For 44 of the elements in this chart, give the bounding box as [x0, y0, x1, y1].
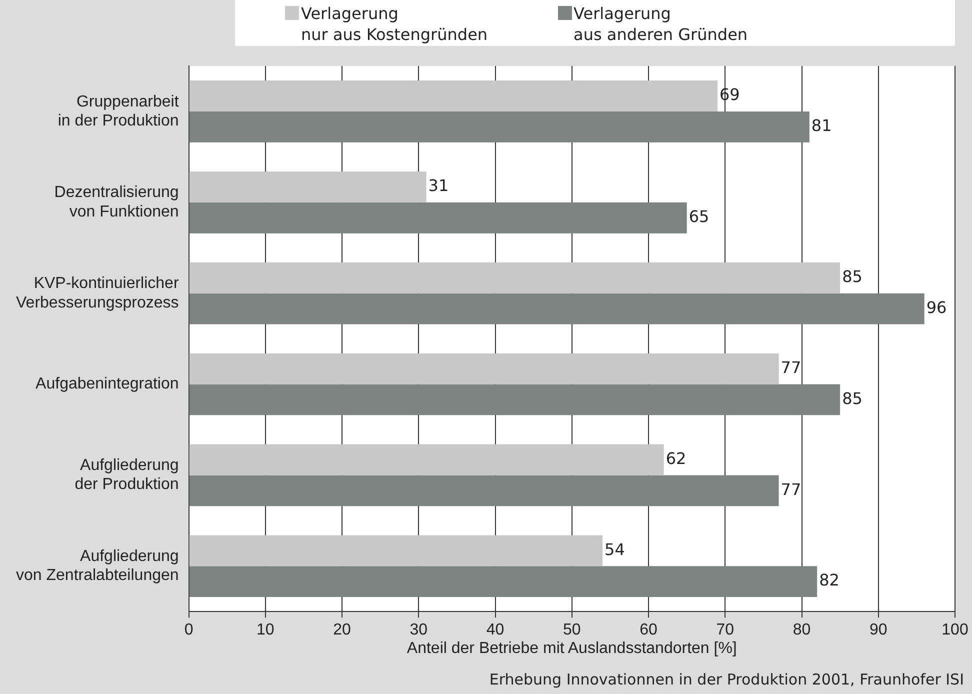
bar [189, 444, 664, 476]
x-tick-label: 30 [410, 622, 428, 639]
y-tick-label: KVP-kontinuierlicher Verbesserungsprozess [16, 275, 180, 312]
bar [189, 353, 779, 384]
legend-label: Verlagerung aus anderen Gründen [574, 3, 748, 45]
data-label: 54 [604, 540, 625, 559]
bar [189, 293, 924, 324]
y-tick-label: Aufgliederung der Produktion [74, 457, 179, 494]
bar [189, 566, 818, 598]
data-label: 85 [842, 267, 862, 286]
x-tick-label: 100 [942, 622, 968, 639]
data-label: 31 [428, 176, 449, 196]
bar [189, 262, 840, 294]
bar [189, 384, 840, 416]
data-label: 62 [666, 448, 686, 468]
data-label: 96 [926, 298, 947, 317]
x-tick-label: 70 [716, 622, 734, 639]
bar [189, 111, 810, 142]
data-label: 77 [780, 480, 802, 499]
x-tick-label: 40 [486, 622, 504, 639]
bar [189, 80, 718, 112]
y-tick-label: Dezentralisierung von Funktionen [54, 184, 179, 220]
bar [189, 171, 426, 202]
data-label: 65 [688, 207, 710, 226]
bar [189, 535, 603, 566]
bar [189, 202, 687, 234]
data-label: 82 [819, 570, 840, 590]
bar [189, 475, 779, 506]
text: Erhebung Innovationnen in der Produktion 2001, Fraunhofer ISI [489, 670, 964, 688]
legend-label: Verlagerung nur aus Kostengründen [301, 3, 488, 45]
x-tick-label: 0 [184, 622, 194, 639]
y-tick-label: Aufgliederung von Zentralabteilungen [16, 548, 179, 584]
x-tick-label: 60 [640, 622, 658, 639]
x-tick-label: 20 [333, 622, 352, 639]
data-label: 85 [842, 388, 862, 408]
data-label: 77 [780, 358, 802, 377]
x-tick-label: 50 [562, 622, 581, 639]
x-tick-label: 90 [869, 622, 888, 639]
x-tick-label: 80 [792, 622, 811, 639]
x-tick-label: 10 [256, 622, 274, 639]
y-tick-label: Gruppenarbeit in der Produktion [58, 93, 180, 130]
y-tick-label: Aufgabenintegration [36, 376, 179, 393]
x-axis-title: Anteil der Betriebe mit Auslandsstandorten [%] [406, 640, 737, 657]
data-label: 81 [811, 116, 832, 136]
